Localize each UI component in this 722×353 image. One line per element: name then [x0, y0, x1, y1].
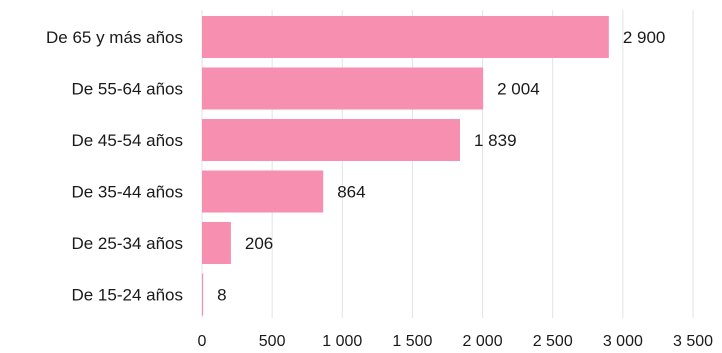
value-label: 2 900: [623, 28, 666, 47]
value-label: 864: [337, 183, 365, 202]
x-axis-tick-labels: 0 500 1 000 1 500 2 000 2 500 3 000 3 500: [198, 333, 714, 350]
bar: [202, 67, 484, 110]
category-label: De 25-34 años: [71, 234, 183, 253]
x-tick-label: 0: [198, 333, 207, 350]
value-label: 1 839: [474, 131, 517, 150]
bar: [202, 222, 231, 264]
grid-lines: [201, 10, 694, 318]
bar: [202, 170, 324, 213]
bar: [202, 273, 204, 316]
bar: [202, 16, 609, 58]
category-labels: De 65 y más años De 55-64 años De 45-54 añ…: [46, 28, 183, 305]
category-label: De 15-24 años: [71, 286, 183, 305]
value-label: 2 004: [497, 80, 540, 99]
category-label: De 35-44 años: [71, 183, 183, 202]
category-label: De 65 y más años: [46, 28, 183, 47]
value-label: 8: [217, 286, 226, 305]
x-tick-label: 3 500: [673, 333, 713, 350]
x-tick-label: 1 500: [392, 333, 432, 350]
bars: [202, 16, 609, 316]
value-labels: 2 900 2 004 1 839 864 206 8: [217, 28, 665, 305]
x-tick-label: 1 000: [322, 333, 362, 350]
x-tick-label: 3 000: [603, 333, 643, 350]
x-tick-label: 2 500: [533, 333, 573, 350]
category-label: De 45-54 años: [71, 131, 183, 150]
bar: [202, 119, 460, 161]
value-label: 206: [245, 234, 273, 253]
category-label: De 55-64 años: [71, 80, 183, 99]
x-tick-label: 2 000: [463, 333, 503, 350]
x-tick-label: 500: [259, 333, 286, 350]
